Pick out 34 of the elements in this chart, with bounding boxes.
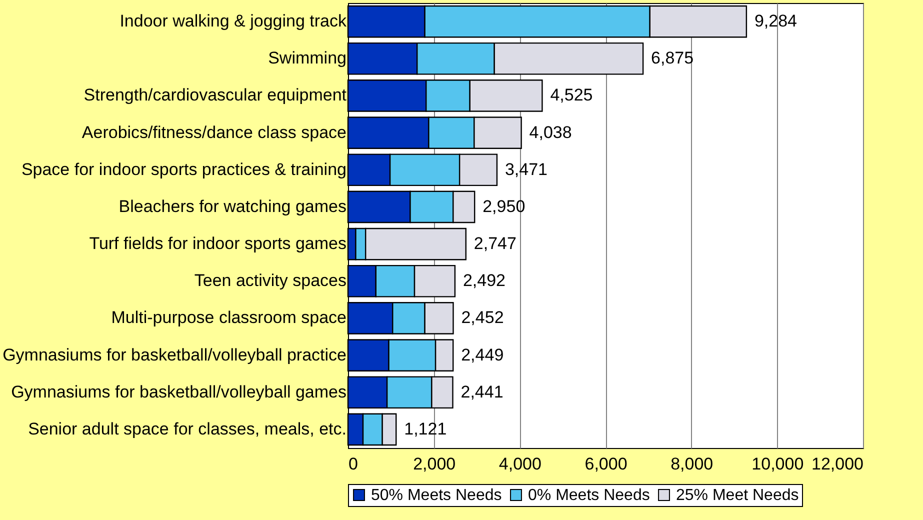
y-tick-label: Multi-purpose classroom space — [111, 308, 346, 328]
x-tick-label: 4,000 — [498, 454, 542, 474]
y-tick-label: Turf fields for indoor sports games — [89, 234, 346, 254]
total-label: 2,950 — [482, 196, 526, 216]
total-label: 2,452 — [461, 308, 504, 328]
total-label: 2,492 — [462, 271, 506, 290]
y-tick-label: Swimming — [268, 48, 346, 68]
total-label: 3,471 — [504, 160, 548, 179]
total-label: 2,449 — [461, 345, 504, 364]
y-tick-label: Indoor walking & jogging track — [120, 12, 347, 31]
y-tick-label: Senior adult space for classes, meals, etc. — [28, 419, 346, 438]
legend-label: 0% Meets Needs — [528, 487, 650, 504]
x-tick-label: 10,000 — [752, 454, 804, 474]
y-tick-label: Teen activity spaces — [194, 271, 346, 290]
y-tick-label: Bleachers for watching games — [118, 196, 346, 216]
y-tick-label: Space for indoor sports practices & training — [21, 160, 346, 179]
total-label: 1,121 — [404, 419, 447, 438]
y-tick-label: Aerobics/fitness/dance class space — [82, 122, 346, 142]
legend-label: 25% Meet Needs — [676, 487, 799, 504]
x-tick-label: 8,000 — [670, 454, 714, 474]
total-label: 6,875 — [651, 48, 694, 68]
total-label: 2,747 — [474, 234, 516, 254]
x-tick-label: 6,000 — [584, 454, 628, 474]
total-label: 4,038 — [529, 122, 572, 142]
x-tick-label: 12,000 — [812, 454, 864, 474]
y-tick-label: Gymnasiums for basketball/volleyball practice — [2, 345, 346, 364]
total-label: 9,284 — [754, 12, 797, 31]
y-tick-label: Gymnasiums for basketball/volleyball games — [11, 382, 346, 402]
total-label: 2,441 — [460, 382, 504, 402]
x-tick-label: 2,000 — [413, 454, 456, 474]
x-tick-label: 0 — [348, 454, 358, 474]
y-tick-label: Strength/cardiovascular equipment — [84, 86, 347, 105]
legend-label: 50% Meets Needs — [371, 487, 502, 504]
total-label: 4,525 — [550, 86, 593, 105]
